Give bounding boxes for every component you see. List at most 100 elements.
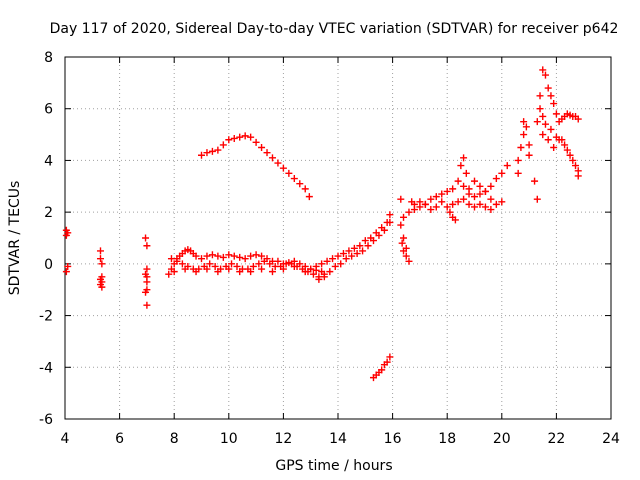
data-point: [198, 255, 205, 263]
data-point: [550, 100, 558, 108]
data-point: [520, 131, 528, 139]
data-point: [279, 265, 287, 273]
data-point: [503, 162, 511, 170]
data-point: [326, 268, 334, 276]
data-point: [219, 141, 227, 149]
data-point: [544, 84, 552, 92]
data-point: [552, 110, 560, 118]
data-point: [279, 164, 287, 172]
data-point: [498, 198, 506, 206]
data-point: [225, 251, 233, 259]
data-point: [315, 275, 323, 283]
data-point: [541, 120, 549, 128]
data-point: [574, 115, 582, 123]
data-point: [574, 167, 582, 175]
data-point: [386, 218, 394, 226]
data-point: [443, 203, 451, 211]
data-point: [416, 203, 424, 211]
data-point: [398, 239, 406, 247]
data-point: [334, 252, 342, 260]
data-point: [569, 156, 577, 164]
data-point: [386, 353, 394, 361]
data-point: [427, 195, 435, 203]
x-tick-label: 24: [602, 431, 620, 447]
data-point: [301, 268, 309, 276]
data-point: [498, 169, 506, 177]
data-point: [405, 257, 413, 265]
data-point: [211, 262, 219, 270]
data-point: [285, 169, 293, 177]
data-point: [255, 260, 263, 268]
data-point: [471, 177, 478, 185]
data-point: [539, 66, 547, 74]
data-point: [449, 185, 457, 193]
data-point: [214, 252, 222, 260]
data-point: [203, 265, 211, 273]
data-point: [252, 251, 260, 259]
data-point: [236, 268, 244, 276]
y-tick-label: 6: [44, 102, 53, 118]
data-point: [380, 226, 388, 234]
data-point: [471, 203, 478, 211]
data-point: [369, 237, 377, 245]
data-point: [178, 260, 186, 268]
data-point: [454, 177, 462, 185]
data-point: [249, 262, 257, 270]
data-point: [547, 92, 555, 100]
data-point: [454, 198, 462, 206]
data-point: [247, 133, 255, 141]
data-point: [263, 149, 271, 157]
data-point: [536, 105, 544, 113]
y-tick-label: 2: [44, 205, 53, 221]
data-point: [397, 195, 405, 203]
data-point: [305, 193, 313, 201]
data-point: [170, 268, 178, 276]
data-point: [533, 195, 541, 203]
y-tick-label: -2: [39, 309, 53, 325]
data-point: [465, 200, 473, 208]
data-point: [258, 252, 266, 260]
x-tick-label: 4: [61, 431, 70, 447]
data-point: [356, 242, 364, 250]
data-point: [337, 260, 345, 268]
y-tick-label: -4: [39, 360, 53, 376]
data-point: [225, 136, 233, 144]
x-axis-label: GPS time / hours: [275, 458, 392, 474]
data-point: [181, 265, 189, 273]
data-point: [514, 156, 522, 164]
x-tick-label: 14: [329, 431, 347, 447]
data-point: [219, 253, 227, 261]
data-point: [350, 244, 358, 252]
data-point: [247, 252, 255, 260]
y-tick-label: 4: [44, 153, 53, 169]
data-point: [142, 288, 150, 296]
data-point: [487, 195, 495, 203]
data-point: [98, 283, 106, 291]
chart-title: Day 117 of 2020, Sidereal Day-to-day VTE…: [50, 21, 619, 37]
data-point: [361, 237, 369, 245]
data-point: [348, 252, 356, 260]
data-point: [165, 270, 173, 278]
data-point: [563, 146, 571, 154]
data-point: [247, 268, 255, 276]
data-point: [476, 200, 484, 208]
data-point: [552, 133, 560, 141]
data-point: [301, 185, 309, 193]
data-point: [481, 203, 489, 211]
data-point: [167, 255, 175, 263]
data-point: [566, 151, 574, 159]
data-point: [173, 257, 181, 265]
data-point: [457, 162, 465, 170]
data-point: [258, 265, 266, 273]
data-point: [443, 187, 451, 195]
data-point: [386, 211, 394, 219]
y-tick-labels: -6 -4 -2 0 2 4 6 8: [39, 50, 53, 428]
data-point: [290, 175, 298, 183]
data-point: [402, 244, 410, 252]
data-point: [421, 200, 429, 208]
data-point: [533, 118, 541, 126]
data-point: [487, 206, 495, 214]
data-point: [345, 247, 353, 255]
data-point: [492, 175, 500, 183]
x-tick-label: 6: [115, 431, 124, 447]
